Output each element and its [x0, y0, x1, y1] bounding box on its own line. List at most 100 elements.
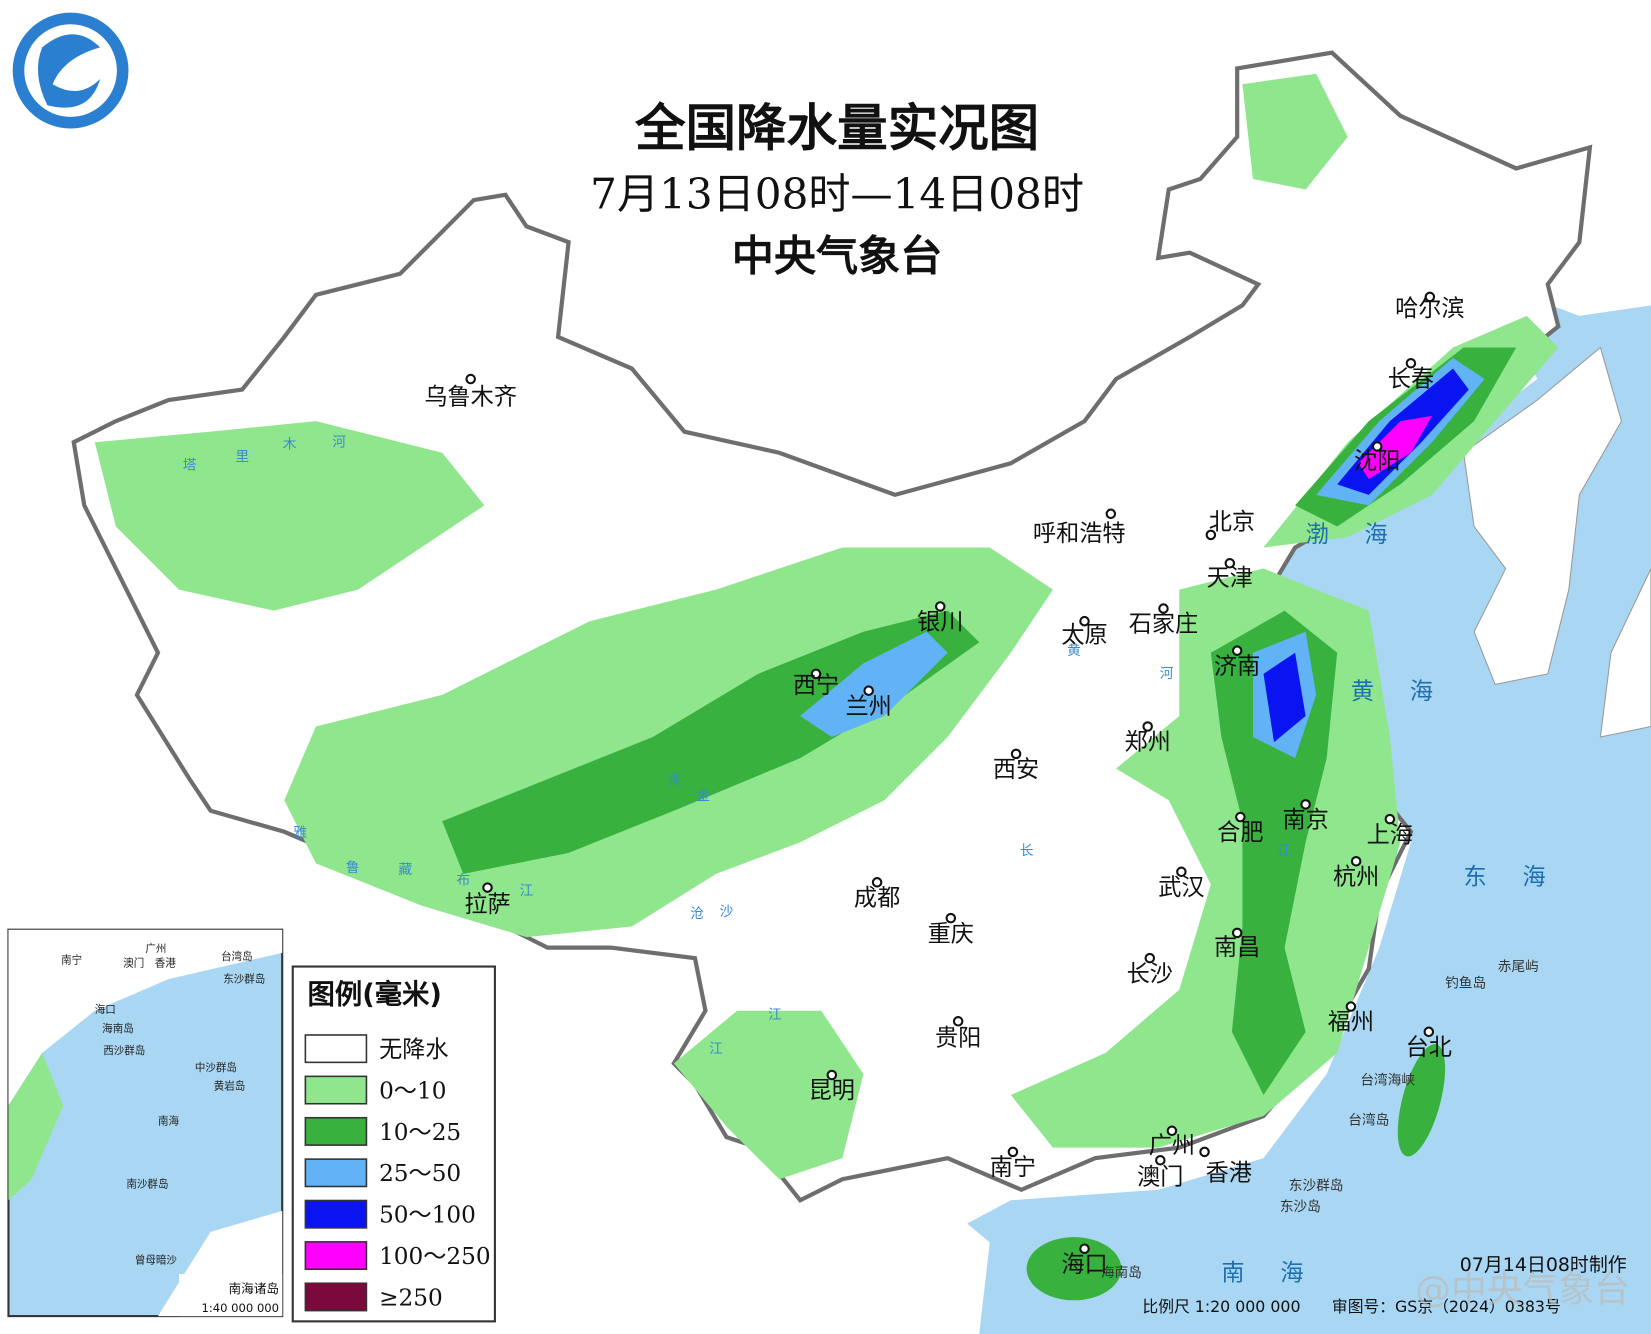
city-dot: [1350, 855, 1362, 867]
approval: 审图号：GS京（2024）0383号: [1332, 1297, 1561, 1316]
island-label: 赤尾屿: [1498, 959, 1539, 975]
legend-title: 图例(毫米): [307, 978, 441, 1010]
city-dot: [1158, 603, 1169, 614]
legend-label: 无降水: [379, 1037, 448, 1063]
city-label: 济南: [1214, 654, 1260, 680]
city-dot: [952, 1016, 964, 1027]
inset-label: 曾母暗沙: [135, 1253, 178, 1266]
city-label: 贵阳: [935, 1026, 981, 1052]
river-label: 沧: [690, 905, 704, 922]
inset-label: 澳门: [123, 957, 144, 970]
city-label: 兰州: [846, 694, 892, 720]
river-label: 鲁: [346, 860, 360, 876]
island-label: 台湾海峡: [1360, 1071, 1415, 1088]
legend-label: 25～50: [379, 1161, 461, 1187]
inset-scale: 1:40 000 000: [201, 1301, 279, 1315]
city-label: 武汉: [1158, 875, 1204, 901]
city-dot: [1231, 645, 1243, 656]
river-label: 雅: [293, 825, 307, 841]
river-label: 江: [520, 883, 534, 899]
river-label: 藏: [399, 862, 413, 878]
city-dot: [1224, 558, 1236, 569]
city-label: 澳门: [1137, 1164, 1183, 1190]
city-label: 合肥: [1217, 820, 1263, 846]
city-label: 拉萨: [464, 892, 510, 918]
city-label: 广州: [1149, 1133, 1195, 1159]
city-dot: [1007, 1146, 1019, 1158]
city-dot: [465, 373, 476, 385]
legend-swatch: [304, 1241, 368, 1271]
city-label: 银川: [917, 610, 963, 636]
sea-label: 南海: [1221, 1260, 1339, 1286]
legend-label: 10～25: [379, 1120, 461, 1146]
city-label: 哈尔滨: [1395, 296, 1464, 322]
korea: [1462, 346, 1623, 685]
city-label: 昆明: [809, 1078, 855, 1104]
city-dot: [1205, 529, 1217, 541]
city-label: 福州: [1328, 1010, 1374, 1036]
city-label: 台北: [1406, 1035, 1452, 1061]
city-dot: [1405, 357, 1417, 369]
city-label: 南京: [1282, 808, 1328, 834]
inset-label: 西沙群岛: [103, 1044, 145, 1057]
river-label: 塔: [183, 458, 197, 474]
inset-label: 中沙群岛: [195, 1061, 237, 1074]
sea-label: 渤海: [1306, 522, 1424, 548]
city-dot: [1144, 952, 1156, 964]
inset-label: 南海: [158, 1114, 180, 1127]
legend-swatch: [304, 1158, 368, 1188]
city-dot: [1345, 1001, 1357, 1012]
river-label: 沙: [720, 904, 734, 920]
river-label: 河: [332, 434, 346, 450]
watermark: @中央气象台: [1415, 1269, 1630, 1310]
inset: [7, 928, 284, 1318]
city-dot: [1142, 721, 1153, 732]
inset-label: 海南岛: [102, 1022, 134, 1035]
river-label: 长: [1020, 843, 1034, 859]
city-dot: [1155, 1155, 1166, 1166]
city-dot: [1079, 615, 1090, 627]
city-dot: [1300, 799, 1311, 810]
city-dot: [1235, 811, 1246, 823]
city-label: 太原: [1061, 622, 1107, 648]
city-dot: [1199, 1146, 1210, 1158]
city-dot: [810, 668, 822, 680]
city-label: 天津: [1207, 565, 1253, 591]
sea-label: 东海: [1464, 864, 1582, 890]
city-dot: [1010, 748, 1022, 760]
legend-swatch: [304, 1282, 368, 1312]
legend-label: 100～250: [379, 1244, 491, 1270]
city-label: 乌鲁木齐: [424, 384, 517, 410]
inset-label: 黄岩岛: [214, 1080, 246, 1093]
city-dot: [1424, 291, 1436, 303]
city-dot: [934, 601, 946, 612]
inset-label: 东沙群岛: [223, 972, 265, 985]
city-dot: [1079, 1243, 1090, 1254]
river-label: 黄: [1067, 643, 1081, 659]
inset-label: 台湾岛: [221, 950, 253, 963]
legend: 图例(毫米) 无降水 0～10 10～25 25～50 50～100 100～250 ≥25…: [291, 965, 496, 1323]
scale: 比例尺 1:20 000 000: [1142, 1297, 1300, 1316]
island-label: 东沙岛: [1280, 1199, 1321, 1215]
river-label: 江: [1278, 843, 1292, 859]
island-label: 台湾岛: [1348, 1111, 1389, 1128]
legend-swatch: [304, 1034, 368, 1064]
city-label: 长春: [1388, 366, 1434, 392]
legend-label: ≥250: [379, 1285, 443, 1311]
city-label: 北京: [1209, 510, 1255, 536]
city-label: 海口: [1061, 1252, 1107, 1278]
river-label: 金: [697, 788, 711, 804]
river-label: 里: [235, 449, 249, 465]
city-dot: [1105, 508, 1117, 520]
city-dot: [945, 912, 957, 924]
city-label: 西宁: [793, 673, 839, 699]
city-label: 沈阳: [1354, 449, 1400, 475]
legend-label: 50～100: [379, 1203, 476, 1229]
legend-label: 0～10: [379, 1078, 446, 1104]
island-label: 钓鱼岛: [1445, 975, 1486, 992]
city-label: 南宁: [990, 1155, 1036, 1181]
city-dot: [1371, 441, 1383, 452]
river-label: 河: [1160, 666, 1174, 682]
city-dot: [826, 1069, 838, 1081]
